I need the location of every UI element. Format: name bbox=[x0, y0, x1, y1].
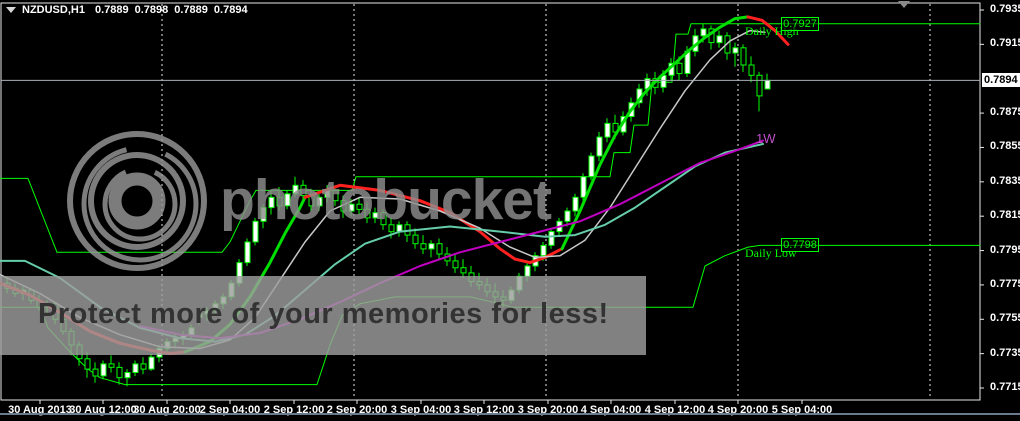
daily-low-value-box: 0.7798 bbox=[781, 238, 819, 252]
candle-body bbox=[380, 212, 387, 226]
candle-body bbox=[148, 356, 155, 370]
daily-high-line bbox=[0, 23, 981, 253]
price-tick-label: 0.7735 bbox=[990, 346, 1020, 359]
price-tick-label: 0.7715 bbox=[990, 381, 1020, 393]
candle-body bbox=[764, 79, 771, 90]
photobucket-watermark: photobucket bbox=[67, 131, 553, 271]
candle-body bbox=[276, 196, 283, 207]
price-tick-label: 0.7815 bbox=[990, 209, 1020, 222]
candle-body bbox=[348, 203, 355, 212]
candle-body bbox=[716, 35, 723, 44]
price-tick-label: 0.7795 bbox=[990, 243, 1020, 256]
watermark-text: photobucket bbox=[220, 168, 552, 232]
candle-body bbox=[700, 28, 707, 37]
watermark-banner: Protect more of your memories for less! bbox=[0, 276, 646, 355]
candle-body bbox=[108, 363, 115, 368]
candle-body bbox=[428, 243, 435, 250]
candle-body bbox=[524, 265, 531, 277]
candle-body bbox=[116, 366, 123, 379]
candle-body bbox=[244, 241, 251, 264]
candle-body bbox=[732, 47, 739, 54]
price-tick-label: 0.7935 bbox=[990, 3, 1020, 15]
price-tick-label: 0.7835 bbox=[990, 174, 1020, 187]
candle-body bbox=[260, 207, 267, 222]
price-tick-label: 0.7775 bbox=[990, 277, 1020, 290]
candle-body bbox=[452, 260, 459, 269]
candle-body bbox=[420, 243, 427, 250]
candle-body bbox=[364, 208, 371, 219]
close-value: 0.7894 bbox=[213, 4, 248, 16]
candle-body bbox=[316, 196, 323, 207]
candle-body bbox=[412, 234, 419, 245]
candle-body bbox=[596, 136, 603, 157]
title-bar: NZDUSD,H1 0.7889 0.7898 0.7889 0.7894 bbox=[6, 3, 248, 17]
grid-layer bbox=[161, 4, 931, 399]
candle-body bbox=[268, 196, 275, 209]
candle-body bbox=[252, 220, 259, 243]
candle-body bbox=[756, 74, 763, 97]
trend-ma-down-2 bbox=[303, 183, 564, 265]
candle-body bbox=[564, 210, 571, 222]
candle-body bbox=[724, 35, 731, 54]
candle-body bbox=[540, 244, 547, 257]
candle-body bbox=[132, 363, 139, 373]
bottom-separator bbox=[0, 413, 1020, 415]
price-tick-label: 0.7915 bbox=[990, 37, 1020, 50]
trend-ma-down-3 bbox=[746, 15, 790, 46]
dropdown-triangle-icon bbox=[6, 7, 16, 13]
candle-body bbox=[292, 184, 299, 195]
open-value: 0.7889 bbox=[94, 4, 129, 16]
candle-body bbox=[548, 231, 555, 246]
candle-body bbox=[300, 184, 307, 197]
candle-body bbox=[332, 189, 339, 202]
candle-body bbox=[284, 193, 291, 207]
symbol-period-label: NZDUSD,H1 bbox=[22, 4, 85, 16]
candle-body bbox=[676, 62, 683, 75]
candle-body bbox=[436, 243, 443, 255]
price-tick-label: 0.7755 bbox=[990, 312, 1020, 325]
candle-body bbox=[588, 155, 595, 178]
candle-body bbox=[356, 203, 363, 210]
candle-body bbox=[372, 212, 379, 219]
candle-body bbox=[100, 363, 107, 377]
high-value: 0.7898 bbox=[134, 4, 169, 16]
photobucket-logo-icon bbox=[67, 131, 207, 271]
plot-border-rect bbox=[0, 2, 981, 401]
price-tick-label: 0.7855 bbox=[990, 140, 1020, 153]
banner-text: Protect more of your memories for less! bbox=[38, 298, 609, 330]
candle-body bbox=[140, 363, 147, 370]
candle-body bbox=[124, 372, 131, 379]
candle-body bbox=[572, 196, 579, 212]
trend-ma-up-2 bbox=[560, 15, 750, 251]
price-axis[interactable]: 0.7935 0.7915 0.7875 0.7855 0.7835 0.7815 0.77… bbox=[984, 0, 1020, 400]
chart-shift-triangle-icon[interactable] bbox=[898, 1, 910, 8]
low-value: 0.7889 bbox=[174, 4, 208, 16]
price-tick-label: 0.7875 bbox=[990, 106, 1020, 119]
candle-body bbox=[740, 47, 747, 66]
candle-body bbox=[604, 122, 611, 138]
candle-body bbox=[748, 64, 755, 76]
weekly-pivot-label: 1W bbox=[756, 131, 776, 146]
candle-body bbox=[580, 176, 587, 198]
plot-border bbox=[0, 2, 984, 404]
candle-body bbox=[460, 267, 467, 274]
current-price-tag: 0.7894 bbox=[982, 73, 1020, 88]
candle-body bbox=[84, 358, 91, 370]
time-axis[interactable]: 30 Aug 2013 30 Aug 12:00 30 Aug 20:00 2 Sep… bbox=[0, 402, 1020, 418]
daily-high-value-box: 0.7927 bbox=[781, 17, 819, 31]
candle-body bbox=[92, 368, 99, 377]
candle-body bbox=[388, 224, 395, 233]
